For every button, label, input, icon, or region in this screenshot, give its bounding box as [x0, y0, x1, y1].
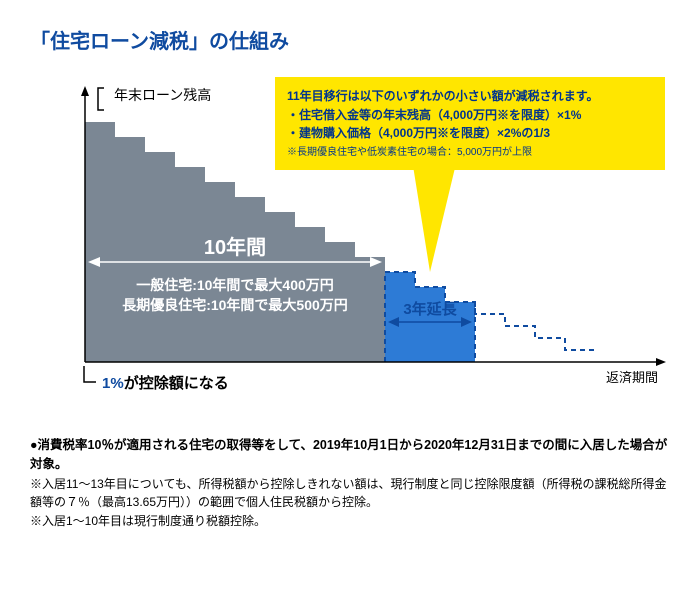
note-1: ※入居11～13年目についても、所得税額から控除しきれない額は、現行制度と同じ控…: [30, 475, 670, 512]
note-lead: ●消費税率10％が適用される住宅の取得等をして、2019年10月1日から2020…: [30, 436, 670, 475]
label-3yr: 3年延長: [403, 300, 457, 318]
callout-line-3: ・建物購入価格（4,000万円※を限度）×2%の1/3: [287, 124, 653, 143]
label-xaxis: 返済期間: [606, 370, 658, 385]
label-yend: 年末ローン残高: [114, 87, 211, 103]
page-title: 「住宅ローン減税」の仕組み: [30, 25, 670, 54]
callout-line-2: ・住宅借入金等の年末残高（4,000万円※を限度）×1%: [287, 106, 653, 125]
callout-footnote: ※長期優良住宅や低炭素住宅の場合：5,000万円が上限: [287, 145, 653, 161]
label-deduct: 1%が控除額になる: [102, 374, 229, 392]
label-10yr: 10年間: [204, 235, 266, 259]
notes: ●消費税率10％が適用される住宅の取得等をして、2019年10月1日から2020…: [30, 436, 670, 531]
callout-box: 11年目移行は以下のいずれかの小さい額が減税されます。 ・住宅借入金等の年末残高…: [275, 77, 665, 170]
callout-line-1: 11年目移行は以下のいずれかの小さい額が減税されます。: [287, 87, 653, 106]
chart-area: 年末ローン残高 10年間一般住宅:10年間で最大400万円長期優良住宅:10年間で…: [30, 72, 670, 422]
label-gen2: 長期優良住宅:10年間で最大500万円: [122, 297, 348, 313]
note-2: ※入居1～10年目は現行制度通り税額控除。: [30, 512, 670, 531]
label-gen1: 一般住宅:10年間で最大400万円: [136, 277, 334, 293]
